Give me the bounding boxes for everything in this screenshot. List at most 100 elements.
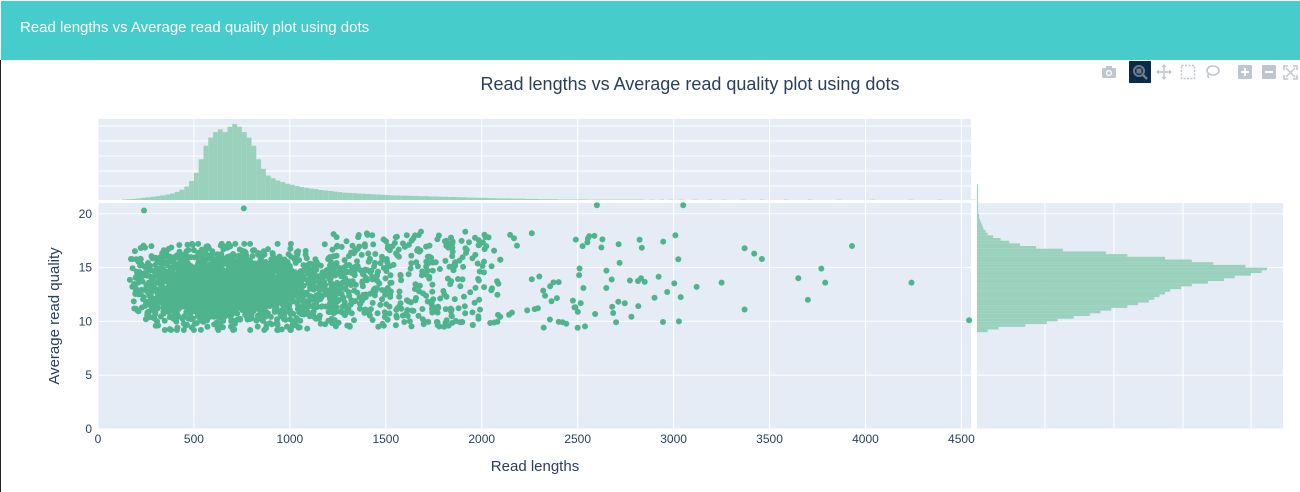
- pan-button[interactable]: [1153, 61, 1175, 83]
- scatter-point: [325, 317, 332, 324]
- scatter-point: [385, 243, 391, 250]
- scatter-point: [397, 271, 404, 278]
- top-histogram-bar: [462, 197, 468, 200]
- scatter-point: [341, 299, 348, 306]
- scatter-point: [369, 317, 376, 323]
- scatter-point: [369, 232, 376, 239]
- right-histogram-bar: [977, 321, 1047, 325]
- scatter-point: [169, 294, 176, 301]
- scatter-point: [245, 257, 251, 264]
- autoscale-button[interactable]: [1282, 61, 1298, 83]
- right-histogram-bar: [977, 267, 1267, 271]
- top-histogram-bar: [136, 198, 142, 200]
- scatter-point: [507, 231, 514, 238]
- scatter-point: [148, 253, 155, 260]
- scatter-point: [580, 285, 587, 291]
- top-histogram-bar: [309, 188, 314, 200]
- right-histogram-bar: [977, 189, 979, 193]
- zoom-in-button[interactable]: [1234, 61, 1256, 83]
- scatter-point: [608, 276, 615, 283]
- scatter-point: [460, 263, 467, 270]
- right-histogram-bar: [977, 240, 1010, 244]
- zoom-button[interactable]: [1129, 61, 1151, 83]
- x-tick-label: 1500: [372, 432, 399, 446]
- scatter-point: [429, 259, 436, 266]
- scatter-point: [462, 228, 469, 235]
- right-histogram-bar: [977, 221, 982, 225]
- scatter-point: [469, 255, 476, 262]
- scatter-point: [166, 314, 173, 321]
- top-histogram-bar: [160, 195, 166, 200]
- scatter-point: [325, 256, 332, 263]
- scatter-point: [482, 233, 489, 240]
- scatter-point: [198, 249, 205, 256]
- scatter-point: [263, 282, 270, 289]
- scatter-point: [386, 303, 393, 310]
- scatter-point: [388, 279, 395, 286]
- scatter-point: [615, 298, 622, 305]
- scatter-point: [511, 235, 517, 242]
- scatter-point: [435, 303, 441, 310]
- scatter-point: [377, 301, 384, 308]
- right-histogram-bar: [977, 283, 1192, 287]
- scatter-point: [334, 288, 341, 295]
- scatter-point: [448, 313, 455, 320]
- scatter-point: [284, 259, 291, 266]
- scatter-point: [227, 243, 234, 250]
- scatter-point: [160, 308, 167, 315]
- scatter-point: [348, 297, 355, 304]
- scatter-point: [260, 287, 266, 294]
- scatter-point: [291, 285, 298, 292]
- scatter-point: [157, 313, 164, 320]
- scatter-point: [542, 292, 549, 299]
- right-histogram-bar: [977, 310, 1101, 314]
- lasso-select-button[interactable]: [1201, 61, 1223, 83]
- y-tick-labels: 0 5 10 15 20: [79, 207, 93, 436]
- scatter-point: [390, 261, 397, 268]
- scatter-point: [154, 300, 161, 307]
- scatter-point: [351, 317, 357, 324]
- scatter-point: [419, 306, 426, 312]
- scatter-point: [221, 291, 228, 298]
- scatter-point: [144, 309, 151, 316]
- scatter-point: [462, 310, 469, 317]
- scatter-point: [335, 319, 342, 326]
- camera-button[interactable]: [1098, 61, 1120, 83]
- scatter-point: [200, 259, 207, 265]
- scatter-point: [455, 305, 462, 312]
- scatter-point: [353, 265, 359, 272]
- scatter-point: [309, 311, 316, 318]
- scatter-point: [265, 299, 272, 306]
- scatter-point: [146, 289, 153, 296]
- top-histogram-bar: [251, 145, 257, 200]
- box-select-button[interactable]: [1177, 61, 1199, 83]
- scatter-point: [304, 325, 311, 332]
- top-histogram-bar: [208, 137, 214, 200]
- scatter-point: [459, 254, 466, 261]
- scatter-point: [361, 309, 368, 316]
- scatter-point: [437, 295, 444, 302]
- chart-title: Read lengths vs Average read quality plo…: [481, 74, 900, 94]
- top-histogram-bar: [261, 168, 266, 200]
- scatter-point: [367, 269, 374, 276]
- right-histogram-bar: [977, 307, 1112, 311]
- scatter-point: [189, 267, 196, 274]
- scatter-point: [143, 298, 150, 305]
- scatter-point: [404, 312, 411, 319]
- scatter-point: [675, 318, 682, 325]
- top-histogram-bar: [558, 199, 564, 200]
- scatter-point: [621, 300, 628, 307]
- scatter-point: [195, 240, 202, 247]
- scatter-point: [426, 275, 433, 282]
- scatter-point: [161, 317, 168, 324]
- scatter-point: [576, 265, 583, 272]
- scatter-point: [204, 273, 211, 280]
- scatter-point: [305, 261, 312, 268]
- scatter-point: [337, 282, 344, 289]
- scatter-point: [222, 300, 229, 307]
- scatter-point: [157, 267, 164, 274]
- right-histogram-bar: [977, 205, 979, 209]
- zoom-out-button[interactable]: [1258, 61, 1280, 83]
- top-histogram-bar: [232, 124, 238, 200]
- scatter-point: [248, 311, 255, 318]
